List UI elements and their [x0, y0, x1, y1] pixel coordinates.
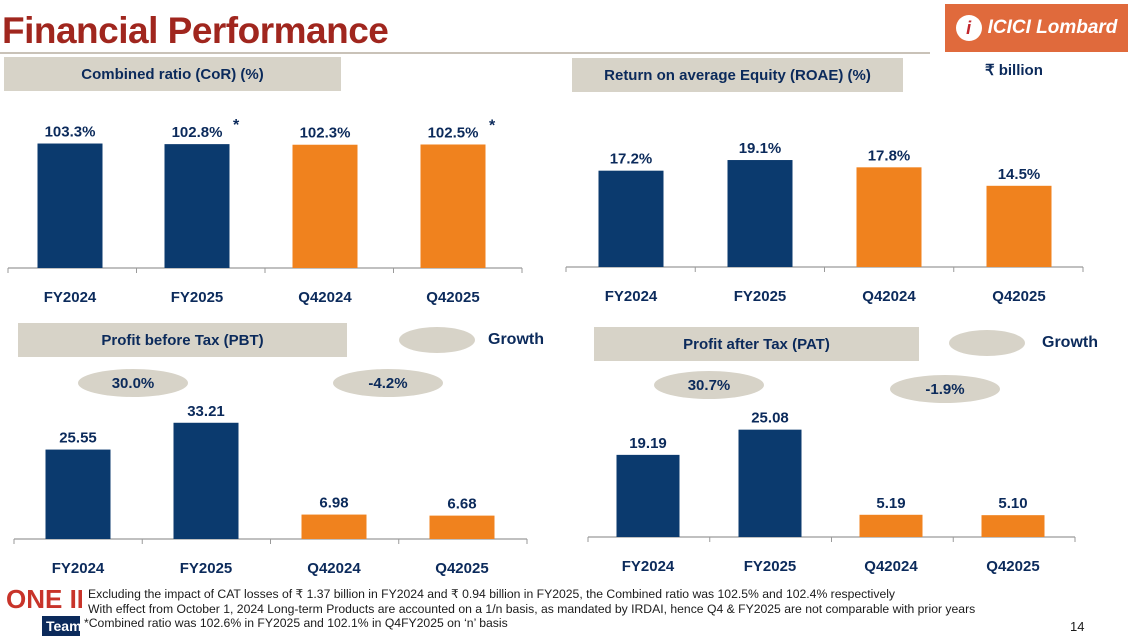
pbt-growth-legend-marker — [399, 327, 475, 353]
cor-data-label-fy2024: 103.3% — [45, 124, 96, 141]
page-title: Financial Performance — [2, 10, 389, 51]
cor-data-label-q42025: 102.5% — [428, 124, 479, 141]
roae-bar-fy2024 — [598, 170, 664, 267]
one-il-team-logo: ONE IL Team — [6, 584, 82, 636]
pat-growth-q4: -1.9% — [890, 375, 1000, 403]
pat-x-tick-q42025: Q42025 — [986, 558, 1039, 575]
pat-bar-q42025 — [981, 515, 1045, 537]
roae-x-tick-fy2025: FY2025 — [734, 288, 787, 305]
roae-x-tick-fy2024: FY2024 — [605, 288, 658, 305]
cor-asterisk-q42025: * — [489, 117, 496, 134]
footnote-cat-losses: Excluding the impact of CAT losses of ₹ … — [88, 587, 896, 601]
pat-growth-fy: 30.7% — [654, 371, 764, 399]
pbt-growth-q4: -4.2% — [333, 369, 443, 397]
pat-x-tick-q42024: Q42024 — [864, 558, 918, 575]
pat-bar-fy2024 — [616, 454, 680, 537]
pbt-bar-chart: 25.55 FY2024 33.21 FY2025 6.98 Q42024 6.68 Q420… — [13, 403, 528, 577]
pat-data-label-q42025: 5.10 — [998, 495, 1027, 512]
roae-bar-chart: 17.2% FY2024 19.1% FY2025 17.8% Q42024 14.5% Q4… — [565, 140, 1084, 305]
pat-data-label-fy2024: 19.19 — [629, 435, 667, 452]
pat-data-label-fy2025: 25.08 — [751, 410, 789, 427]
cor-x-tick-q42024: Q42024 — [298, 289, 352, 306]
roae-data-label-fy2025: 19.1% — [739, 140, 782, 157]
pbt-bar-q42024 — [301, 514, 367, 539]
pbt-x-tick-fy2025: FY2025 — [180, 560, 233, 577]
pbt-data-label-fy2024: 25.55 — [59, 430, 97, 447]
cor-bar-q42024 — [292, 144, 358, 268]
title-divider — [0, 52, 930, 54]
pbt-x-tick-q42024: Q42024 — [307, 560, 361, 577]
pat-x-tick-fy2024: FY2024 — [622, 558, 675, 575]
pbt-bar-q42025 — [429, 515, 495, 539]
roae-bar-q42025 — [986, 185, 1052, 267]
roae-x-tick-q42024: Q42024 — [862, 288, 916, 305]
pat-growth-legend-label: Growth — [1042, 334, 1098, 351]
pbt-growth-legend-label: Growth — [488, 331, 544, 348]
cor-bar-fy2024 — [37, 143, 103, 268]
team-logo-top-text: ONE IL — [6, 584, 82, 614]
unit-label: ₹ billion — [985, 62, 1043, 79]
icici-logo-icon: i — [955, 15, 982, 41]
cor-chart-title: Combined ratio (CoR) (%) — [4, 57, 341, 91]
pbt-chart-title: Profit before Tax (PBT) — [18, 323, 347, 357]
cor-data-label-fy2025: 102.8% — [172, 124, 223, 141]
team-logo-bottom-text: Team — [46, 618, 82, 634]
page-number: 14 — [1070, 619, 1085, 634]
cor-data-label-q42024: 102.3% — [300, 125, 351, 142]
pat-bar-q42024 — [859, 514, 923, 537]
cor-x-tick-fy2024: FY2024 — [44, 289, 97, 306]
pbt-data-label-q42024: 6.98 — [319, 495, 348, 512]
pat-data-label-q42024: 5.19 — [876, 495, 905, 512]
roae-data-label-q42024: 17.8% — [868, 147, 911, 164]
cor-bar-chart: 103.3% FY2024 102.8% * FY2025 102.3% Q42024 102… — [7, 117, 523, 306]
cor-asterisk-fy2025: * — [233, 117, 240, 134]
team-logo-badge — [42, 616, 80, 636]
roae-data-label-q42025: 14.5% — [998, 166, 1041, 183]
logo-text: ICICI Lombard — [987, 17, 1118, 38]
roae-chart-title: Return on average Equity (ROAE) (%) — [572, 58, 903, 92]
cor-x-tick-q42025: Q42025 — [426, 289, 479, 306]
cor-x-tick-fy2025: FY2025 — [171, 289, 224, 306]
pat-x-tick-fy2025: FY2025 — [744, 558, 797, 575]
pbt-growth-fy: 30.0% — [78, 369, 188, 397]
cor-bar-q42025 — [420, 144, 486, 268]
pat-bar-chart: 19.19 FY2024 25.08 FY2025 5.19 Q42024 5.10 Q420… — [587, 410, 1076, 575]
roae-x-tick-q42025: Q42025 — [992, 288, 1045, 305]
footnote-long-term-products: With effect from October 1, 2024 Long-te… — [88, 601, 976, 616]
footnote-n-basis: *Combined ratio was 102.6% in FY2025 and… — [84, 616, 508, 631]
cor-bar-fy2025 — [164, 144, 230, 268]
icici-lombard-logo: i ICICI Lombard — [945, 4, 1128, 52]
roae-bar-fy2025 — [727, 160, 793, 267]
pat-bar-fy2025 — [738, 429, 802, 537]
roae-bar-q42024 — [856, 167, 922, 267]
pbt-data-label-fy2025: 33.21 — [187, 403, 225, 420]
pat-growth-legend-marker — [949, 330, 1025, 356]
roae-data-label-fy2024: 17.2% — [610, 151, 653, 168]
pat-chart-title: Profit after Tax (PAT) — [594, 327, 919, 361]
footnotes: Excluding the impact of CAT losses of ₹ … — [84, 587, 976, 631]
pbt-x-tick-q42025: Q42025 — [435, 560, 488, 577]
pbt-x-tick-fy2024: FY2024 — [52, 560, 105, 577]
pbt-bar-fy2025 — [173, 422, 239, 539]
pbt-bar-fy2024 — [45, 449, 111, 539]
pbt-data-label-q42025: 6.68 — [447, 496, 476, 513]
